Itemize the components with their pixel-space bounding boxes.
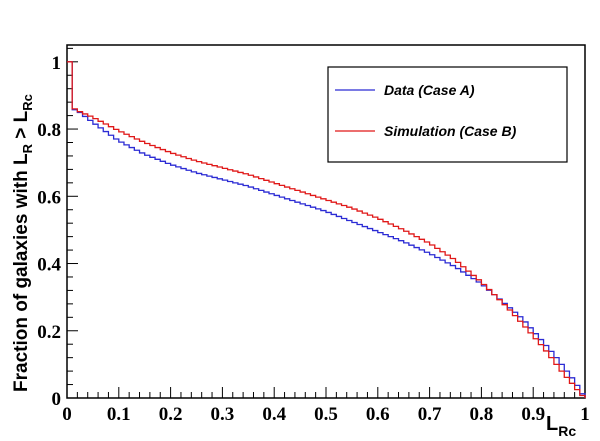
legend-entry-simulation: Simulation (Case B) xyxy=(384,123,517,139)
y-axis-label-sub1: R xyxy=(20,143,35,153)
tick-labels: 0 0.1 0.2 0.3 0.4 0.5 0.6 0.7 0.8 0.9 1 0 0.2 0.4 0.6 0… xyxy=(37,53,590,425)
x-tick-label: 0.2 xyxy=(159,404,183,425)
y-tick-label: 0 xyxy=(52,389,62,410)
y-tick-label: 0.2 xyxy=(37,322,61,343)
x-axis-label-sub: Rc xyxy=(558,423,576,439)
series-line-data xyxy=(67,61,586,398)
x-tick-label: 0.1 xyxy=(107,404,131,425)
y-tick-label: 0.4 xyxy=(37,255,61,276)
x-tick-label: 0.8 xyxy=(470,404,494,425)
x-tick-label: 1 xyxy=(580,404,590,425)
x-axis-label-main: L xyxy=(546,413,558,435)
y-axis-label-sub2: Rc xyxy=(20,94,35,111)
legend: Data (Case A) Simulation (Case B) xyxy=(327,66,568,163)
series-line-simulation xyxy=(67,61,586,398)
x-tick-label: 0.9 xyxy=(521,404,545,425)
x-tick-label: 0.3 xyxy=(211,404,235,425)
y-tick-label: 0.8 xyxy=(37,120,61,141)
x-tick-label: 0.7 xyxy=(418,404,442,425)
y-axis-label-mid: > L xyxy=(11,110,32,144)
legend-box xyxy=(327,66,568,163)
x-tick-label: 0 xyxy=(62,404,72,425)
y-tick-label: 0.6 xyxy=(37,187,61,208)
series-layer xyxy=(67,61,586,398)
x-axis-label: LRc xyxy=(546,413,576,439)
x-tick-label: 0.4 xyxy=(262,404,286,425)
y-axis-label: Fraction of galaxies with LR > LRc xyxy=(11,94,35,392)
axis-ticks xyxy=(66,47,586,399)
x-tick-label: 0.5 xyxy=(314,404,338,425)
x-tick-label: 0.6 xyxy=(366,404,390,425)
y-tick-label: 1 xyxy=(52,53,62,74)
legend-entry-data: Data (Case A) xyxy=(384,82,475,98)
y-axis-label-pre: Fraction of galaxies with L xyxy=(11,153,32,392)
